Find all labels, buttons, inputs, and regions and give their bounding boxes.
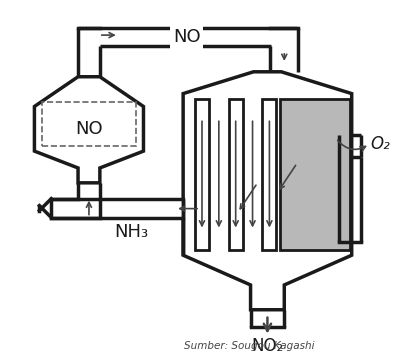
Text: NO: NO xyxy=(173,28,200,46)
Bar xyxy=(262,99,276,250)
Text: O₂: O₂ xyxy=(370,135,390,153)
Text: Sumber: Sougou Kagashi: Sumber: Sougou Kagashi xyxy=(184,342,315,351)
Bar xyxy=(195,99,209,250)
Bar xyxy=(42,101,136,146)
Text: NH₃: NH₃ xyxy=(114,223,148,242)
Bar xyxy=(51,199,183,218)
Bar xyxy=(229,99,243,250)
Bar xyxy=(280,99,350,250)
Polygon shape xyxy=(183,72,352,310)
Text: NO: NO xyxy=(75,120,103,138)
Polygon shape xyxy=(34,77,144,183)
Text: NO₂: NO₂ xyxy=(251,336,284,355)
